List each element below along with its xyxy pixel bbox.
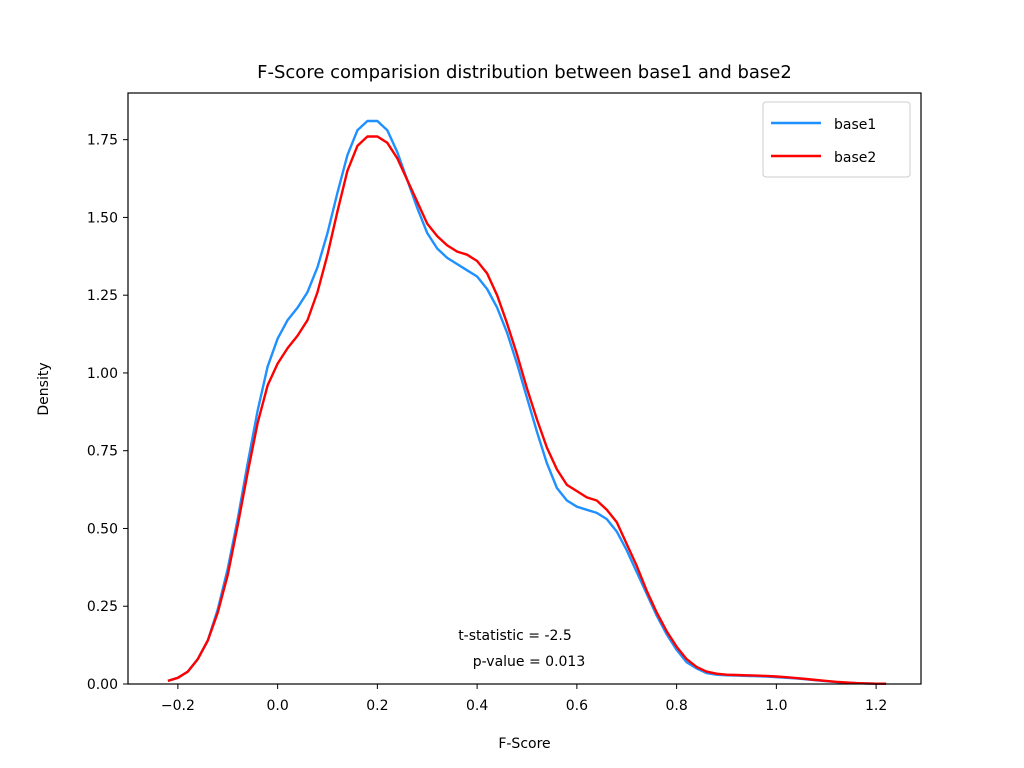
legend-box	[762, 101, 911, 178]
x-axis: −0.2 0.0 0.2 0.4 0.6 0.8 1.0 1.2	[161, 684, 887, 714]
y-tick-label: 0.00	[87, 677, 118, 693]
series-layer	[167, 119, 887, 685]
x-tick-label: 0.8	[665, 698, 687, 714]
y-tick-label: 0.75	[87, 444, 118, 460]
legend-label-base2: base2	[834, 150, 876, 166]
x-tick-label: 0.4	[466, 698, 488, 714]
legend: base1 base2	[762, 101, 911, 178]
y-tick-label: 0.50	[87, 521, 118, 537]
legend-label-base1: base1	[834, 117, 876, 133]
x-tick-label: 0.0	[266, 698, 288, 714]
t-statistic-label: t-statistic = -2.5	[458, 628, 572, 644]
y-axis: 0.00 0.25 0.50 0.75 1.00 1.25 1.50 1.75	[87, 133, 128, 693]
y-axis-title: Density	[36, 362, 52, 415]
y-tick-label: 1.75	[87, 133, 118, 149]
plot-frame	[127, 92, 922, 685]
x-axis-title: F-Score	[498, 736, 550, 752]
y-tick-label: 1.25	[87, 288, 118, 304]
chart-title: F-Score comparision distribution between…	[257, 62, 792, 83]
x-tick-label: 1.2	[865, 698, 887, 714]
x-tick-label: 0.6	[566, 698, 588, 714]
p-value-label: p-value = 0.013	[473, 654, 586, 670]
x-tick-label: 1.0	[765, 698, 787, 714]
series-line-base2	[167, 135, 887, 685]
y-tick-label: 1.00	[87, 366, 118, 382]
y-tick-label: 1.50	[87, 210, 118, 226]
stats-annotation: t-statistic = -2.5 p-value = 0.013	[458, 628, 585, 670]
x-tick-label: −0.2	[161, 698, 195, 714]
x-tick-label: 0.2	[366, 698, 388, 714]
y-tick-label: 0.25	[87, 599, 118, 615]
